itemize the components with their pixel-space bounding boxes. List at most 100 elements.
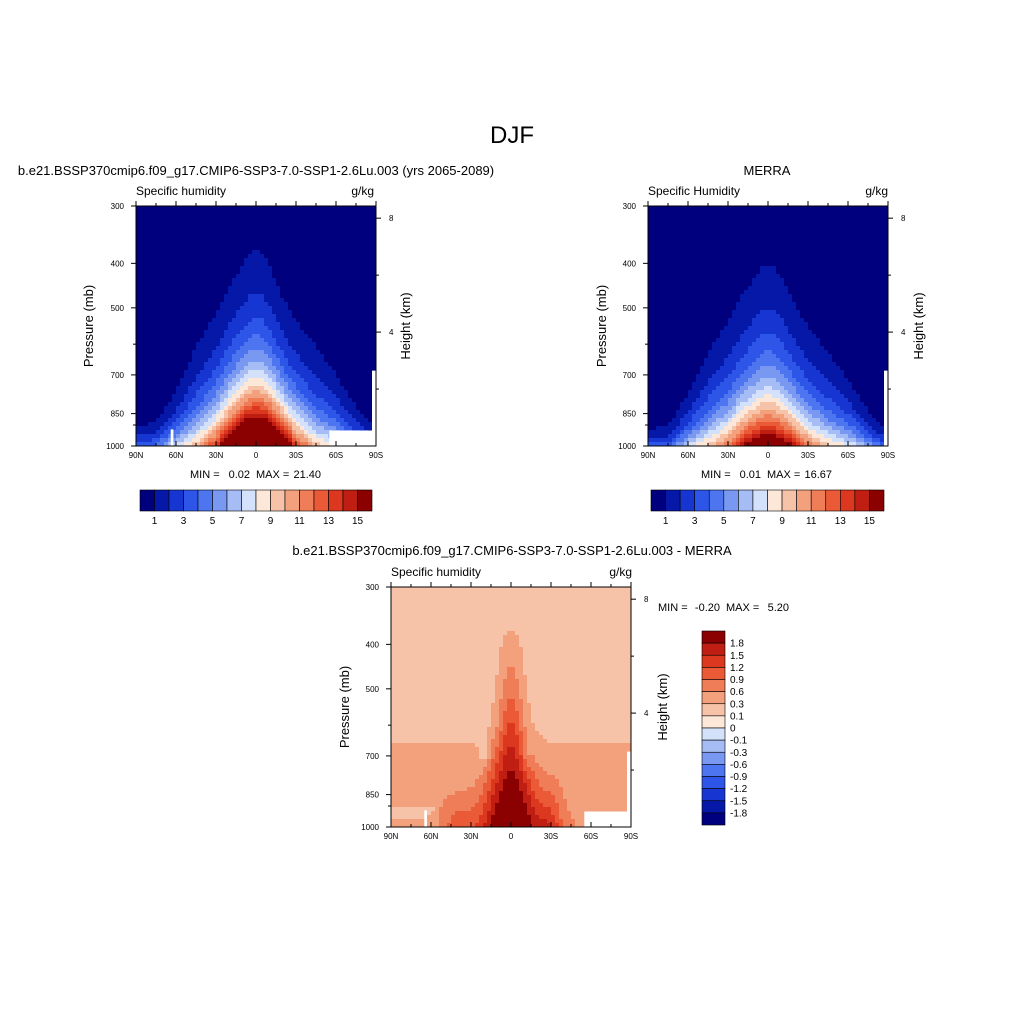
contour-cell — [220, 362, 225, 367]
contour-cell — [256, 402, 261, 407]
contour-cell — [728, 238, 733, 243]
contour-cell — [248, 246, 253, 251]
contour-cell — [324, 406, 329, 411]
contour-cell — [328, 270, 333, 275]
contour-cell — [352, 426, 357, 431]
contour-cell — [160, 366, 165, 371]
contour-cell — [148, 230, 153, 235]
contour-cell — [240, 266, 245, 271]
contour-cell — [868, 250, 873, 255]
contour-cell — [316, 386, 321, 391]
contour-cell — [236, 358, 241, 363]
contour-cell — [164, 290, 169, 295]
contour-cell — [680, 246, 685, 251]
contour-cell — [820, 254, 825, 259]
contour-cell — [284, 382, 289, 387]
contour-cell — [364, 302, 369, 307]
max-label: MAX = — [256, 469, 289, 481]
contour-cell — [204, 390, 209, 395]
contour-cell — [276, 414, 281, 419]
contour-cell — [364, 398, 369, 403]
contour-cell — [364, 242, 369, 247]
contour-cell — [340, 298, 345, 303]
colorbar-tick-label: 13 — [323, 516, 335, 527]
contour-cell — [280, 350, 285, 355]
contour-cell — [200, 206, 205, 211]
contour-cell — [244, 246, 249, 251]
contour-cell — [276, 254, 281, 259]
contour-cell — [368, 370, 373, 375]
contour-cell — [712, 238, 717, 243]
contour-cell — [356, 310, 361, 315]
contour-cell — [304, 218, 309, 223]
contour-cell — [224, 410, 229, 415]
contour-cell — [312, 282, 317, 287]
contour-cell — [272, 318, 277, 323]
contour-cell — [332, 346, 337, 351]
contour-cell — [320, 278, 325, 283]
contour-cell — [652, 222, 657, 227]
contour-cell — [324, 302, 329, 307]
contour-cell — [300, 310, 305, 315]
contour-cell — [216, 402, 221, 407]
colorbar-swatch — [241, 489, 257, 512]
contour-cell — [820, 258, 825, 263]
contour-cell — [188, 266, 193, 271]
colorbar-swatch — [168, 489, 184, 512]
contour-cell — [748, 222, 753, 227]
contour-cell — [272, 290, 277, 295]
contour-cell — [208, 286, 213, 291]
contour-cell — [188, 378, 193, 383]
contour-cell — [256, 438, 261, 443]
contour-cell — [216, 342, 221, 347]
contour-cell — [324, 282, 329, 287]
contour-cell — [256, 426, 261, 431]
contour-cell — [652, 218, 657, 223]
contour-cell — [176, 390, 181, 395]
contour-cell — [296, 394, 301, 399]
contour-cell — [248, 318, 253, 323]
contour-cell — [304, 442, 309, 447]
contour-cell — [160, 334, 165, 339]
contour-cell — [232, 258, 237, 263]
contour-cell — [352, 350, 357, 355]
contour-cell — [184, 254, 189, 259]
contour-cell — [660, 226, 665, 231]
contour-cell — [140, 246, 145, 251]
contour-cell — [248, 206, 253, 211]
contour-cell — [348, 406, 353, 411]
contour-cell — [184, 218, 189, 223]
contour-cell — [344, 278, 349, 283]
contour-cell — [328, 346, 333, 351]
contour-cell — [300, 230, 305, 235]
contour-cell — [156, 282, 161, 287]
contour-cell — [168, 262, 173, 267]
contour-cell — [244, 298, 249, 303]
contour-cell — [292, 286, 297, 291]
contour-cell — [188, 426, 193, 431]
contour-cell — [716, 278, 721, 283]
contour-cell — [160, 398, 165, 403]
contour-cell — [860, 218, 865, 223]
contour-cell — [336, 226, 341, 231]
contour-cell — [676, 238, 681, 243]
contour-cell — [232, 210, 237, 215]
contour-cell — [660, 210, 665, 215]
contour-cell — [284, 378, 289, 383]
contour-cell — [648, 250, 653, 255]
contour-cell — [336, 322, 341, 327]
contour-cell — [192, 350, 197, 355]
contour-cell — [208, 430, 213, 435]
contour-cell — [252, 254, 257, 259]
contour-cell — [840, 266, 845, 271]
contour-cell — [244, 330, 249, 335]
contour-cell — [828, 230, 833, 235]
contour-cell — [172, 246, 177, 251]
contour-cell — [680, 242, 685, 247]
contour-cell — [872, 278, 877, 283]
contour-cell — [172, 394, 177, 399]
contour-cell — [344, 218, 349, 223]
contour-cell — [332, 246, 337, 251]
contour-cell — [248, 438, 253, 443]
contour-cell — [292, 230, 297, 235]
